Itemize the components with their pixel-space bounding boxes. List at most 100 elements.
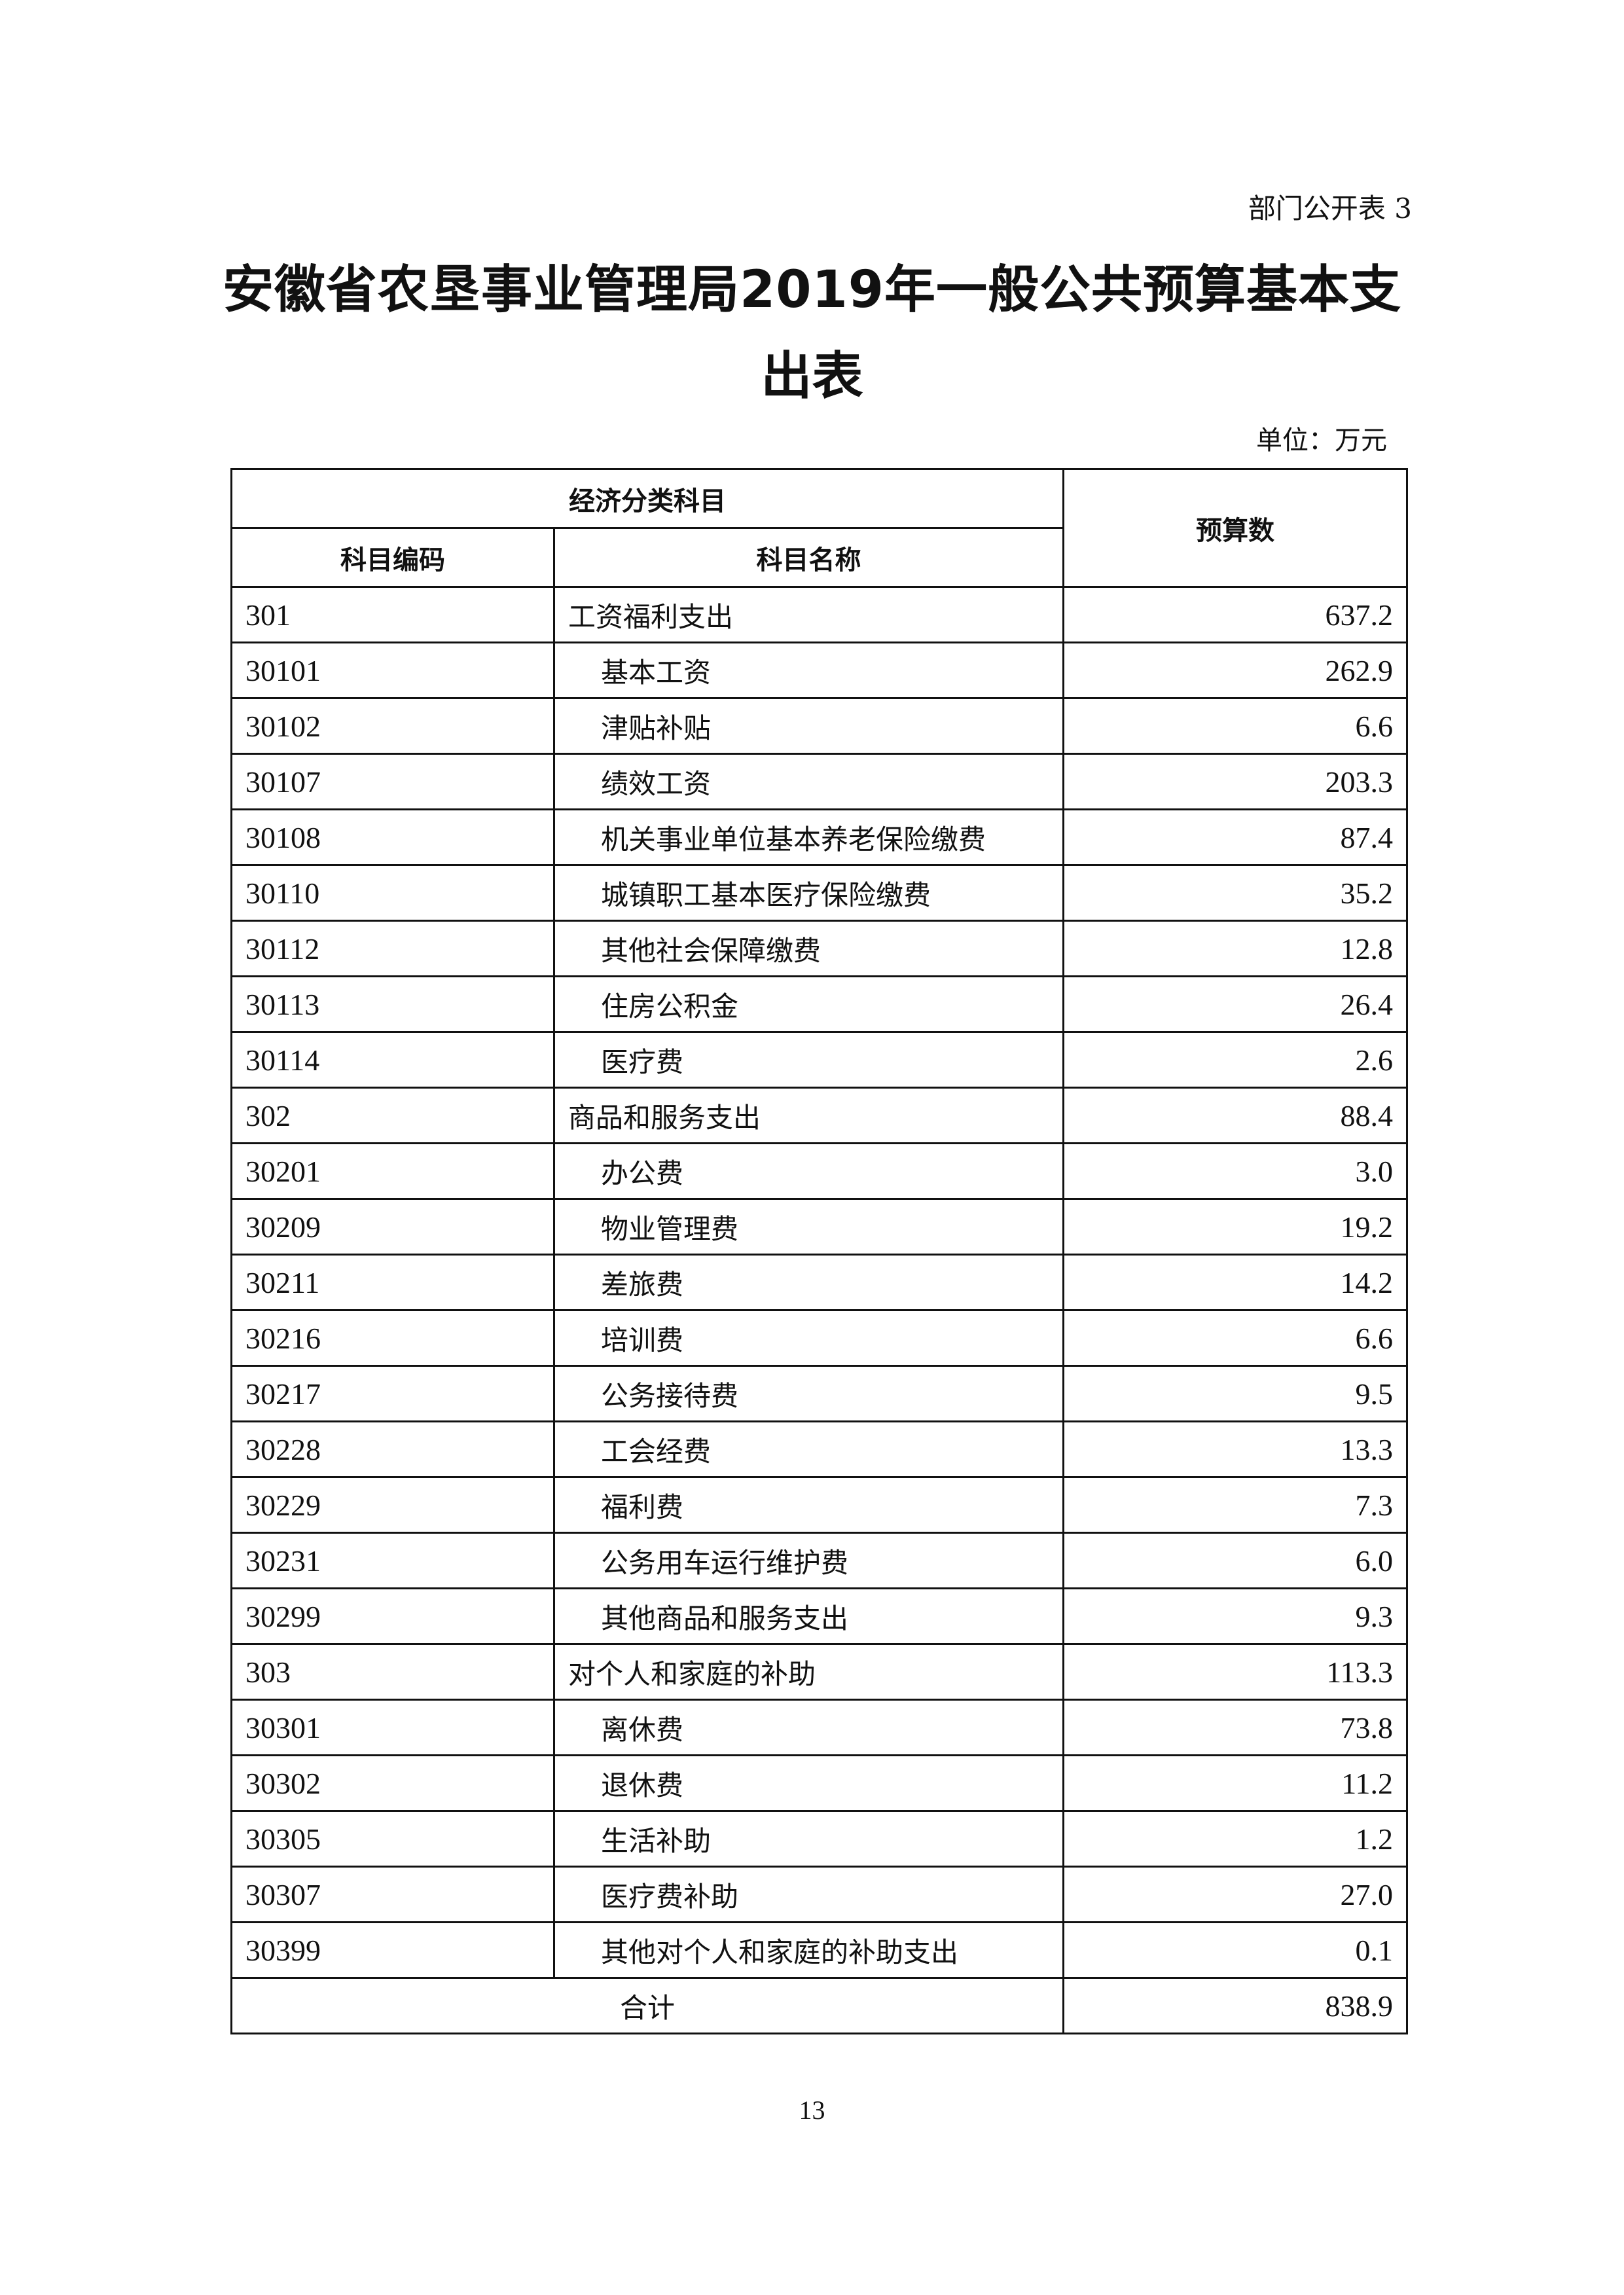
cell-code: 301 [230,586,555,643]
cell-code: 30299 [230,1587,555,1645]
table-row: 30305 生活补助 1.2 [230,1810,1408,1868]
cell-amount: 27.0 [1062,1866,1408,1923]
header-economic-category: 经济分类科目 [230,468,1064,529]
cell-code: 30307 [230,1866,555,1923]
form-number: 部门公开表 3 [1248,192,1412,225]
table-row: 30216 培训费 6.6 [230,1309,1408,1367]
cell-amount: 262.9 [1062,642,1408,699]
cell-code: 30217 [230,1365,555,1422]
cell-code: 30216 [230,1309,555,1367]
cell-code: 30231 [230,1532,555,1589]
cell-name: 物业管理费 [553,1198,1064,1256]
unit-label: 单位：万元 [1256,425,1387,456]
cell-amount: 3.0 [1062,1142,1408,1200]
table-row: 30228 工会经费 13.3 [230,1420,1408,1478]
cell-name: 工资福利支出 [553,586,1064,643]
cell-name: 生活补助 [553,1810,1064,1868]
table-row: 30113 住房公积金 26.4 [230,975,1408,1033]
cell-amount: 88.4 [1062,1087,1408,1144]
table-row: 30307 医疗费补助 27.0 [230,1866,1408,1923]
cell-code: 30112 [230,920,555,977]
cell-code: 30108 [230,808,555,866]
table-row: 30108 机关事业单位基本养老保险缴费 87.4 [230,808,1408,866]
table-row: 302 商品和服务支出 88.4 [230,1087,1408,1144]
table-row: 303 对个人和家庭的补助 113.3 [230,1643,1408,1701]
header-amount: 预算数 [1062,468,1408,588]
cell-code: 30399 [230,1921,555,1979]
table-row: 30231 公务用车运行维护费 6.0 [230,1532,1408,1589]
cell-code: 30113 [230,975,555,1033]
cell-name: 津贴补贴 [553,697,1064,755]
cell-code: 30201 [230,1142,555,1200]
cell-amount: 26.4 [1062,975,1408,1033]
cell-code: 30211 [230,1254,555,1311]
table-row: 30201 办公费 3.0 [230,1142,1408,1200]
cell-amount: 11.2 [1062,1754,1408,1812]
cell-amount: 13.3 [1062,1420,1408,1478]
cell-amount: 87.4 [1062,808,1408,866]
cell-name: 其他对个人和家庭的补助支出 [553,1921,1064,1979]
cell-amount: 35.2 [1062,864,1408,922]
cell-amount: 19.2 [1062,1198,1408,1256]
page-title-line1: 安徽省农垦事业管理局2019年一般公共预算基本支 [222,261,1402,319]
table-row: 30211 差旅费 14.2 [230,1254,1408,1311]
table-row: 30217 公务接待费 9.5 [230,1365,1408,1422]
cell-code: 30302 [230,1754,555,1812]
table-row: 30101 基本工资 262.9 [230,642,1408,699]
cell-code: 30114 [230,1031,555,1089]
cell-name: 绩效工资 [553,753,1064,810]
cell-name: 商品和服务支出 [553,1087,1064,1144]
page-number: 13 [799,2095,825,2125]
cell-name: 住房公积金 [553,975,1064,1033]
cell-amount: 0.1 [1062,1921,1408,1979]
cell-name: 其他社会保障缴费 [553,920,1064,977]
cell-amount: 637.2 [1062,586,1408,643]
table-row: 30301 离休费 73.8 [230,1699,1408,1756]
cell-name: 其他商品和服务支出 [553,1587,1064,1645]
cell-code: 302 [230,1087,555,1144]
cell-code: 30110 [230,864,555,922]
header-code: 科目编码 [230,527,555,588]
cell-name: 医疗费 [553,1031,1064,1089]
table-row: 30102 津贴补贴 6.6 [230,697,1408,755]
cell-name: 福利费 [553,1476,1064,1534]
cell-code: 30228 [230,1420,555,1478]
cell-name: 公务接待费 [553,1365,1064,1422]
cell-amount: 9.3 [1062,1587,1408,1645]
table-row: 30107 绩效工资 203.3 [230,753,1408,810]
cell-code: 30305 [230,1810,555,1868]
cell-amount: 6.6 [1062,697,1408,755]
cell-amount: 2.6 [1062,1031,1408,1089]
cell-code: 30101 [230,642,555,699]
cell-code: 30301 [230,1699,555,1756]
cell-name: 离休费 [553,1699,1064,1756]
cell-name: 对个人和家庭的补助 [553,1643,1064,1701]
cell-name: 城镇职工基本医疗保险缴费 [553,864,1064,922]
budget-table: 经济分类科目 预算数 科目编码 科目名称 301 工资福利支出 637.2 30101… [230,468,1408,2034]
cell-name: 办公费 [553,1142,1064,1200]
table-row: 30229 福利费 7.3 [230,1476,1408,1534]
cell-name: 培训费 [553,1309,1064,1367]
total-amount: 838.9 [1062,1977,1408,2034]
cell-amount: 9.5 [1062,1365,1408,1422]
cell-amount: 6.6 [1062,1309,1408,1367]
cell-amount: 203.3 [1062,753,1408,810]
cell-code: 303 [230,1643,555,1701]
cell-amount: 14.2 [1062,1254,1408,1311]
cell-name: 基本工资 [553,642,1064,699]
cell-amount: 6.0 [1062,1532,1408,1589]
cell-amount: 7.3 [1062,1476,1408,1534]
table-row: 30209 物业管理费 19.2 [230,1198,1408,1256]
cell-name: 医疗费补助 [553,1866,1064,1923]
table-row: 30112 其他社会保障缴费 12.8 [230,920,1408,977]
cell-amount: 12.8 [1062,920,1408,977]
table-row: 30110 城镇职工基本医疗保险缴费 35.2 [230,864,1408,922]
cell-code: 30102 [230,697,555,755]
total-label: 合计 [230,1977,1064,2034]
cell-amount: 73.8 [1062,1699,1408,1756]
cell-code: 30209 [230,1198,555,1256]
header-name: 科目名称 [553,527,1064,588]
cell-code: 30107 [230,753,555,810]
cell-name: 退休费 [553,1754,1064,1812]
table-row: 30399 其他对个人和家庭的补助支出 0.1 [230,1921,1408,1979]
